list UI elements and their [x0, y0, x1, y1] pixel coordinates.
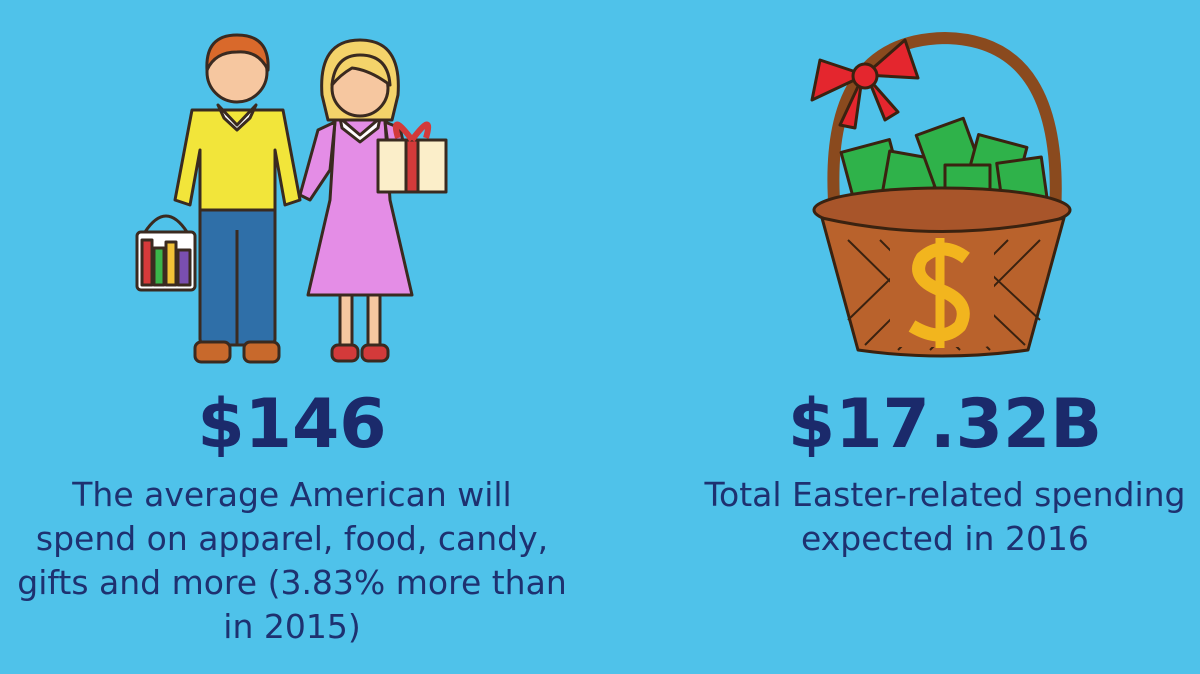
stat-description-line: Total Easter-related spending	[704, 475, 1186, 514]
stat-description-line: gifts and more (3.83% more than	[17, 563, 566, 602]
stat-description-line: spend on apparel, food, candy,	[36, 519, 548, 558]
stat-description-line: expected in 2016	[801, 519, 1089, 558]
stat-description-line: in 2015)	[223, 607, 360, 646]
stats: $146 The average American will spend on ap…	[17, 385, 1185, 646]
stat-description-line: The average American will	[71, 475, 511, 514]
stat-value: $17.32B	[788, 385, 1102, 464]
stat-value: $146	[197, 385, 386, 464]
money-basket-illustration	[810, 32, 1072, 358]
couple-illustration	[135, 33, 448, 364]
